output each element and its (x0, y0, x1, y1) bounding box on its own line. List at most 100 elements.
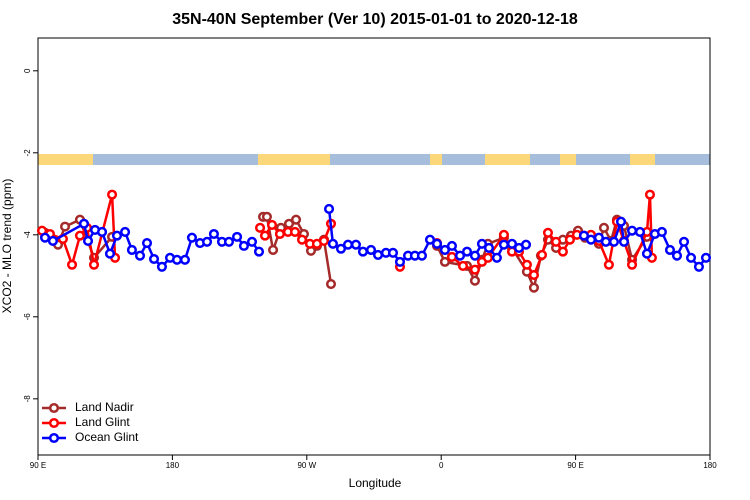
series-line (41, 194, 654, 278)
x-tick-label: 90 E (30, 461, 46, 470)
point (618, 236, 630, 247)
point (208, 228, 219, 240)
point (350, 239, 361, 250)
point (357, 246, 368, 257)
chart-title: 35N-40N September (Ver 10) 2015-01-01 to… (172, 11, 578, 28)
point (603, 259, 614, 270)
point (111, 230, 123, 241)
point (678, 236, 690, 247)
point (47, 235, 58, 247)
point (201, 236, 213, 247)
point (656, 226, 667, 237)
point (424, 234, 436, 245)
point (457, 260, 469, 272)
point (141, 237, 153, 249)
point (246, 236, 258, 247)
point (626, 225, 638, 236)
point (120, 226, 131, 237)
point (557, 246, 568, 257)
point (268, 244, 279, 256)
point (259, 230, 271, 241)
point (255, 222, 266, 233)
plot-frame (37, 37, 711, 456)
point (171, 254, 183, 265)
point (446, 240, 458, 251)
point (296, 234, 308, 245)
x-tick-label: 180 (703, 461, 717, 470)
y-tick-label: -4 (23, 231, 32, 239)
point (342, 239, 354, 250)
point (126, 244, 137, 256)
x-axis-label: Longitude (349, 476, 402, 490)
point (104, 248, 116, 259)
y-axis-label: XCO2 - MLO trend (ppm) (0, 179, 14, 314)
land-strip (38, 154, 93, 165)
x-tick-label: 180 (166, 461, 180, 470)
point (615, 216, 627, 227)
point (671, 250, 683, 261)
point (491, 252, 502, 263)
point (387, 247, 399, 258)
point (598, 222, 610, 233)
point (266, 219, 278, 231)
point (469, 250, 480, 261)
point (585, 234, 597, 245)
point (608, 236, 620, 247)
point (186, 232, 198, 243)
point (542, 227, 554, 238)
point (528, 269, 539, 281)
point (550, 236, 562, 247)
point (461, 246, 473, 257)
point (394, 256, 406, 267)
point (446, 251, 458, 263)
point (469, 275, 480, 286)
point (483, 242, 495, 253)
y-tick-label: -8 (23, 395, 32, 403)
point (365, 244, 377, 256)
point (416, 250, 427, 261)
legend-marker (48, 432, 60, 444)
x-tick-label: 90 E (567, 461, 583, 470)
point (498, 229, 509, 240)
point (318, 235, 330, 247)
y-tick-label: 0 (23, 68, 32, 73)
land-mask (38, 154, 710, 165)
point (439, 256, 450, 267)
point (700, 252, 712, 263)
point (223, 236, 235, 247)
legend-label: Land Nadir (75, 400, 134, 414)
point (564, 234, 575, 245)
point (59, 221, 71, 232)
point (274, 228, 285, 240)
point (476, 238, 488, 249)
x-tick-label: 90 W (297, 461, 316, 470)
point (290, 214, 302, 225)
point (593, 232, 604, 243)
point (454, 250, 466, 261)
land-strip (258, 154, 330, 165)
point (469, 264, 480, 275)
point (498, 239, 509, 250)
point (685, 252, 697, 263)
point (600, 236, 611, 247)
point (74, 230, 86, 241)
point (324, 203, 335, 215)
point (664, 244, 676, 256)
point (693, 261, 704, 272)
land-strip (430, 154, 442, 165)
point (521, 259, 532, 270)
point (536, 249, 548, 260)
point (66, 259, 78, 270)
point (372, 249, 384, 260)
point (156, 261, 167, 272)
point (335, 243, 347, 254)
point (644, 189, 656, 200)
point (289, 226, 301, 237)
point (528, 282, 539, 293)
point (439, 244, 450, 256)
point (634, 226, 646, 237)
point (238, 240, 249, 251)
legend-marker (48, 402, 60, 414)
ocean-strip (38, 154, 710, 165)
